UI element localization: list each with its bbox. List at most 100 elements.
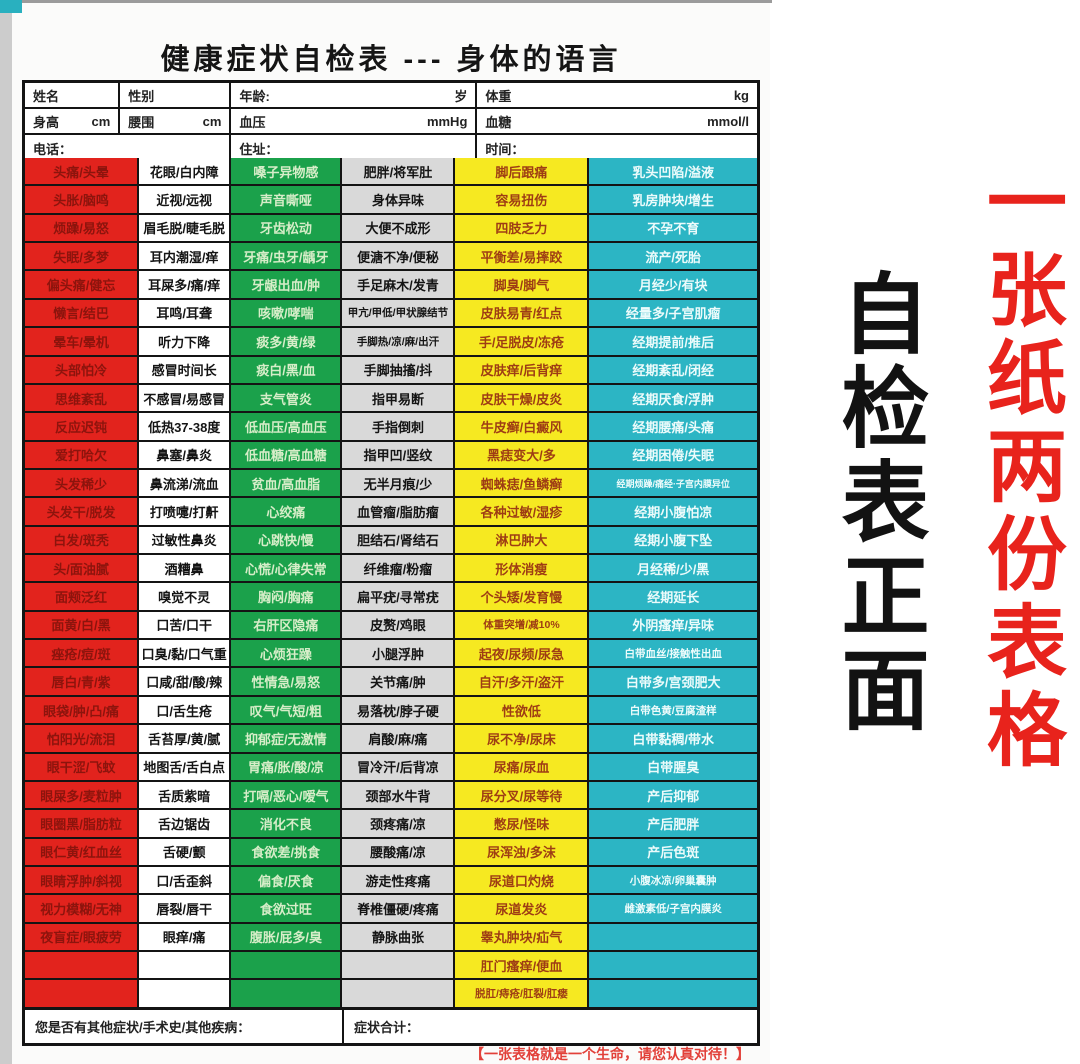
info-field-label: 性别	[128, 88, 155, 104]
info-field-label: 身高	[33, 114, 60, 130]
symptom-cell: 眼圈黑/脂肪粒	[25, 810, 138, 839]
symptom-cell: 纤维瘤/粉瘤	[342, 555, 454, 584]
empty-cell	[139, 952, 230, 981]
symptom-cell: 月经稀/少/黑	[589, 555, 757, 584]
info-field: 时间：	[477, 135, 757, 161]
symptom-cell: 手足麻木/发青	[342, 271, 454, 300]
symptom-cell: 鼻塞/鼻炎	[139, 442, 230, 470]
symptom-cell: 经期困倦/失眠	[589, 442, 757, 470]
symptom-cell: 唇白/青/紫	[25, 668, 138, 697]
symptom-cell: 声音嘶哑	[231, 186, 341, 215]
empty-cell	[342, 952, 454, 981]
symptom-cell: 小腹冰凉/卵巢囊肿	[589, 867, 757, 896]
symptom-cell: 头部怕冷	[25, 357, 138, 385]
symptom-cell: 面颊泛红	[25, 583, 138, 612]
info-field: 年龄: 岁	[231, 83, 478, 107]
symptom-cell: 尿浑浊/多沫	[455, 839, 588, 867]
symptom-cell: 头/面油腻	[25, 555, 138, 584]
empty-cell	[589, 980, 757, 1006]
symptom-cell: 感冒时间长	[139, 357, 230, 385]
symptom-cell: 眼屎多/麦粒肿	[25, 782, 138, 811]
page-title: 健康症状自检表 --- 身体的语言	[160, 44, 622, 76]
symptom-cell: 易落枕/脖子硬	[342, 697, 454, 726]
side-note-front-label: 自检表正面	[829, 268, 928, 738]
symptom-cell: 牙痛/虫牙/龋牙	[231, 243, 341, 272]
symptom-cell: 颈疼痛/凉	[342, 810, 454, 839]
symptom-cell: 尿道发炎	[455, 895, 588, 924]
symptom-cell: 口/舌生疮	[139, 697, 230, 726]
symptom-cell: 尿道口灼烧	[455, 867, 588, 896]
symptom-cell: 腰酸痛/凉	[342, 839, 454, 867]
symptom-cell: 白带多/宫颈肥大	[589, 668, 757, 697]
symptom-cell: 产后抑郁	[589, 782, 757, 811]
symptom-cell: 耳屎多/痛/痒	[139, 271, 230, 300]
symptom-cell: 舌硬/颤	[139, 839, 230, 867]
symptom-cell: 眉毛脱/睫毛脱	[139, 215, 230, 244]
other-symptoms-field: 您是否有其他症状/手术史/其他疾病：	[25, 1010, 344, 1043]
symptom-cell: 蜘蛛痣/鱼鳞癣	[455, 470, 588, 499]
info-field: 性别	[120, 83, 232, 107]
symptom-cell: 手/足脱皮/冻疮	[455, 328, 588, 357]
symptom-cell: 大便不成形	[342, 215, 454, 244]
info-field: 姓名	[25, 83, 121, 107]
empty-cell	[231, 980, 340, 1006]
symptom-cell: 嗅觉不灵	[139, 583, 230, 612]
symptom-cell: 皮赘/鸡眼	[342, 612, 454, 641]
symptom-cell: 经期小腹怕凉	[589, 498, 757, 527]
info-field-label: 血压	[239, 114, 266, 130]
symptom-cell: 无半月痕/少	[342, 470, 454, 499]
symptom-cell: 偏头痛/健忘	[25, 271, 138, 300]
symptom-cell: 手脚抽搐/抖	[342, 357, 454, 385]
symptom-cell: 近视/远视	[139, 186, 230, 215]
symptom-cell: 白发/斑秃	[25, 527, 138, 556]
symptom-cell: 舌苔厚/黄/腻	[139, 725, 230, 754]
symptom-cell: 身体异味	[342, 186, 454, 215]
scan-corner-artifact	[0, 0, 22, 13]
symptom-cell: 指甲凹/竖纹	[342, 442, 454, 470]
symptom-cell: 皮肤痒/后背痒	[455, 357, 588, 385]
info-field-unit: kg	[733, 87, 749, 103]
info-field: 电话：	[25, 135, 232, 161]
symptom-cell: 经期腰痛/头痛	[589, 413, 757, 442]
empty-cell	[25, 980, 137, 1006]
symptom-cell: 尿分叉/尿等待	[455, 782, 588, 811]
symptom-cell: 视力模糊/无神	[25, 895, 138, 924]
info-field-label: 腰围	[128, 114, 155, 130]
info-field-label: 时间：	[485, 141, 525, 157]
info-field-label: 年龄:	[239, 88, 270, 104]
symptom-column-green: 嗓子异物感 声音嘶哑 牙齿松动 牙痛/虫牙/龋牙 牙龈出血/肿 咳嗽/哮喘 痰多/黄/绿 痰白…	[231, 158, 343, 1007]
symptom-cell: 白带色黄/豆腐渣样	[589, 697, 757, 726]
info-row: 身高 cm 腰围 cm 血压 mmHg 血糖 mmol/l	[25, 109, 757, 135]
symptom-cell: 指甲易断	[342, 385, 454, 414]
symptom-cell: 体重突增/减10%	[455, 612, 588, 641]
info-field-label: 住址：	[239, 141, 279, 157]
symptom-cell: 不孕不育	[589, 215, 757, 244]
symptom-cell: 冒冷汗/后背凉	[342, 754, 454, 782]
symptom-cell: 过敏性鼻炎	[139, 527, 230, 556]
symptom-cell: 便溏不净/便秘	[342, 243, 454, 272]
symptom-cell: 尿痛/尿血	[455, 754, 588, 782]
symptom-cell: 白带黏稠/带水	[589, 725, 757, 754]
symptom-cell: 性情急/易怒	[231, 668, 341, 697]
symptom-cell: 脚臭/脚气	[455, 271, 588, 300]
info-field: 腰围 cm	[120, 109, 232, 133]
symptom-cell: 思维紊乱	[25, 385, 138, 414]
info-row: 电话： 住址： 时间：	[25, 135, 757, 161]
info-field-unit: cm	[91, 113, 111, 129]
symptom-cell: 偏食/厌食	[231, 867, 341, 896]
symptom-cell: 血管瘤/脂肪瘤	[342, 498, 454, 527]
symptom-cell: 打嗝/恶心/嗳气	[231, 782, 341, 811]
summary-row: 您是否有其他症状/手术史/其他疾病： 症状合计：	[22, 1010, 760, 1046]
symptom-cell: 眼痒/痛	[139, 924, 230, 953]
symptom-cell: 小腿浮肿	[342, 640, 454, 669]
patient-info-header: 姓名 性别 年龄: 岁 体重 kg 身高 cm 腰围 cm 血压 mmHg 血糖 mmol/l 电话： 住址：…	[22, 80, 760, 164]
symptom-cell: 听力下降	[139, 328, 230, 357]
scan-top-line	[0, 0, 772, 3]
symptom-cell: 眼仁黄/红血丝	[25, 839, 138, 867]
symptom-column-white: 花眼/白内障 近视/远视 眉毛脱/睫毛脱 耳内潮湿/痒 耳屎多/痛/痒 耳鸣/耳聋 听力下降…	[139, 158, 232, 1007]
symptom-cell: 四肢乏力	[455, 215, 588, 244]
symptom-cell: 胸闷/胸痛	[231, 583, 341, 612]
symptom-cell: 个头矮/发育慢	[455, 583, 588, 612]
symptom-cell: 口咸/甜/酸/辣	[139, 668, 230, 697]
symptom-cell: 腹胀/屁多/臭	[231, 924, 341, 953]
